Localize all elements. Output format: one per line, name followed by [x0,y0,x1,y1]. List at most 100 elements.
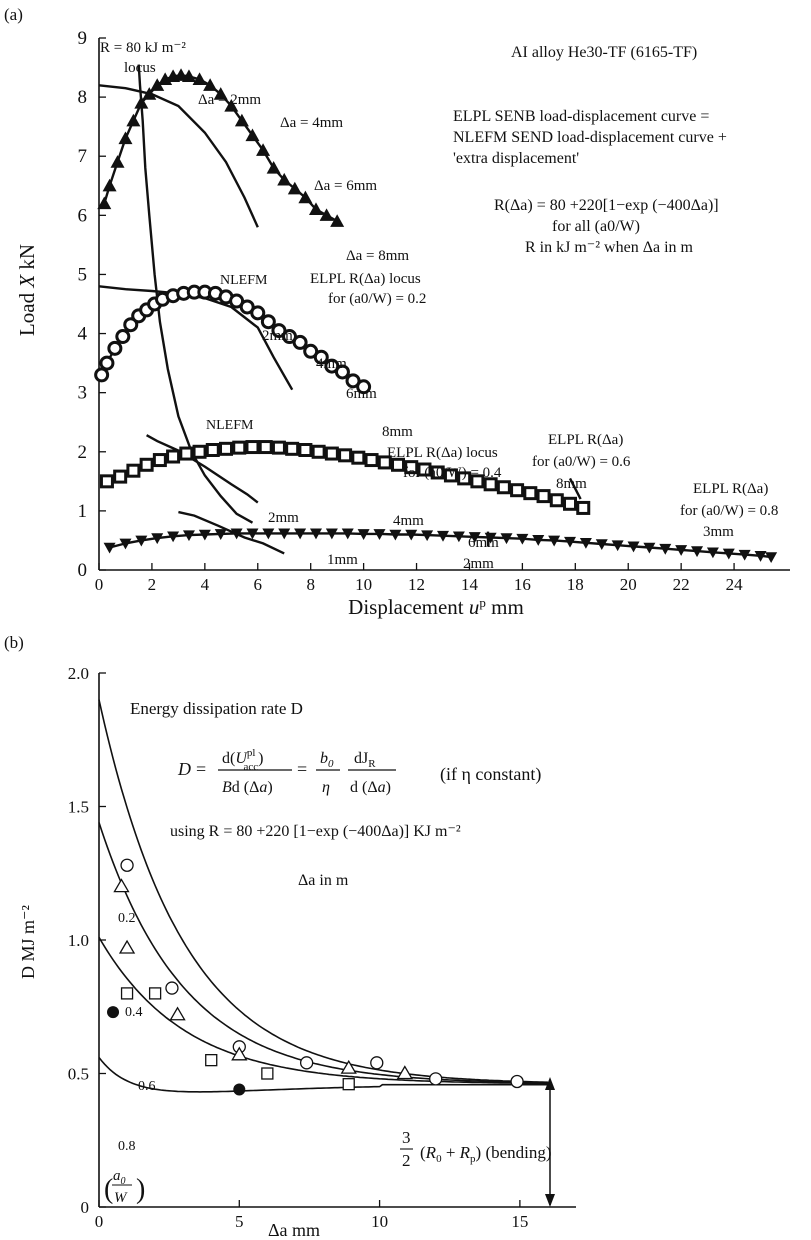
point-circle [292,334,308,350]
b-point-square [342,1078,355,1091]
locus04-line2: for (a0/W) = 0.4 [403,465,502,481]
point-triangle-down [119,538,132,550]
locus08-line1: ELPL R(Δa) [693,481,768,497]
point-square [391,457,406,472]
point-square [139,457,154,472]
point-triangle-down [262,528,275,540]
ann-a08-3: 3mm [703,524,734,540]
point-square [563,496,578,511]
a-ytick-label: 6 [78,205,88,226]
a-ylabel: Load X kN [15,244,39,336]
b-point-circle [510,1074,524,1089]
point-triangle-up [126,113,141,127]
svg-text:η: η [322,779,330,796]
point-triangle-down [214,529,227,540]
point-circle [356,379,372,395]
svg-text:W: W [114,1190,128,1206]
a-ytick-label: 1 [78,501,88,522]
a-xtick-label: 14 [461,575,479,594]
point-square [430,465,445,480]
a-xtick-label: 12 [408,575,425,594]
point-square [152,453,167,468]
point-triangle-up [224,98,239,112]
point-triangle-down [230,528,243,540]
material-label: AI alloy He30-TF (6165-TF) [511,44,697,61]
point-triangle-down [643,542,656,554]
point-square [311,444,326,459]
point-triangle-down [500,533,513,545]
svg-text:D: D [177,759,191,779]
point-triangle-up [330,214,345,227]
ann-a06-8: 8mm [556,476,587,492]
point-square [285,441,300,456]
b-point-circle [429,1072,443,1086]
tick-mark-8mm-06 [568,477,582,500]
b-label-06: 0.6 [138,1079,156,1094]
a-markers [94,68,778,563]
note-line-3: 'extra displacement' [453,150,579,167]
point-triangle-up [118,131,133,145]
point-square [232,440,247,455]
ann-a06-2: 2mm [268,510,299,526]
point-square [510,483,525,498]
point-triangle-down [341,528,354,540]
b-ytick-label: 0.5 [68,1065,89,1084]
svg-text:): ) [136,1174,145,1205]
point-triangle-up [181,69,196,83]
b-xtick-label: 15 [511,1212,528,1231]
point-triangle-down [182,530,195,542]
point-triangle-down [579,538,592,549]
svg-text:(: ( [104,1174,113,1205]
series-triangle-down [103,528,778,563]
formula-line-3: R in kJ m⁻² when Δa in m [525,239,694,256]
ann-a04-4: 4mm [316,356,347,372]
b-point-triangle [113,878,130,893]
svg-text:3: 3 [402,1128,411,1147]
point-circle [107,340,123,356]
nlefm-curve-02 [98,84,259,228]
point-square [113,469,128,484]
a-ytick-label: 3 [78,383,88,404]
point-triangle-down [421,530,434,542]
b-point-square [261,1067,274,1080]
b-ytick-label: 2.0 [68,664,89,683]
point-square [536,489,551,504]
a-xtick-label: 6 [254,575,263,594]
ann-a08-2: 2mm [463,556,494,572]
r80-locus [137,64,254,524]
b-ylabel: D MJ m⁻² [18,905,38,979]
a-xtick-label: 22 [673,575,690,594]
point-circle [250,305,266,321]
point-square [271,440,286,455]
point-triangle-down [675,545,688,556]
svg-text:=: = [297,759,307,779]
point-triangle-down [659,543,672,555]
b-xtick-label: 10 [371,1212,388,1231]
nlefm-curve-08 [178,510,285,555]
point-square [457,471,472,486]
point-triangle-up [203,78,218,91]
b-ticks: 0 5 10 15 0 0.5 1.0 1.5 2.0 [68,664,529,1231]
b-xtick-label: 5 [235,1212,244,1231]
point-square [443,468,458,483]
ann-a04-8: 8mm [382,424,413,440]
nlefm-label-2: NLEFM [206,418,254,433]
b-point-triangle [231,1046,248,1061]
point-circle [99,355,115,371]
point-square [205,443,220,458]
point-circle [260,314,276,330]
point-triangle-down [595,539,608,550]
point-triangle-up [287,181,302,195]
series-square [99,440,591,515]
svg-text:b0: b0 [320,750,334,770]
a-xtick-label: 24 [726,575,744,594]
note-line-1: ELPL SENB load-displacement curve = [453,108,709,125]
b-title: Energy dissipation rate D [130,699,303,718]
b-point-circle [165,981,179,995]
point-triangle-down [325,528,338,540]
point-triangle-down [246,528,259,540]
point-triangle-down [516,533,529,545]
point-square [549,493,564,508]
point-triangle-down [309,528,322,540]
